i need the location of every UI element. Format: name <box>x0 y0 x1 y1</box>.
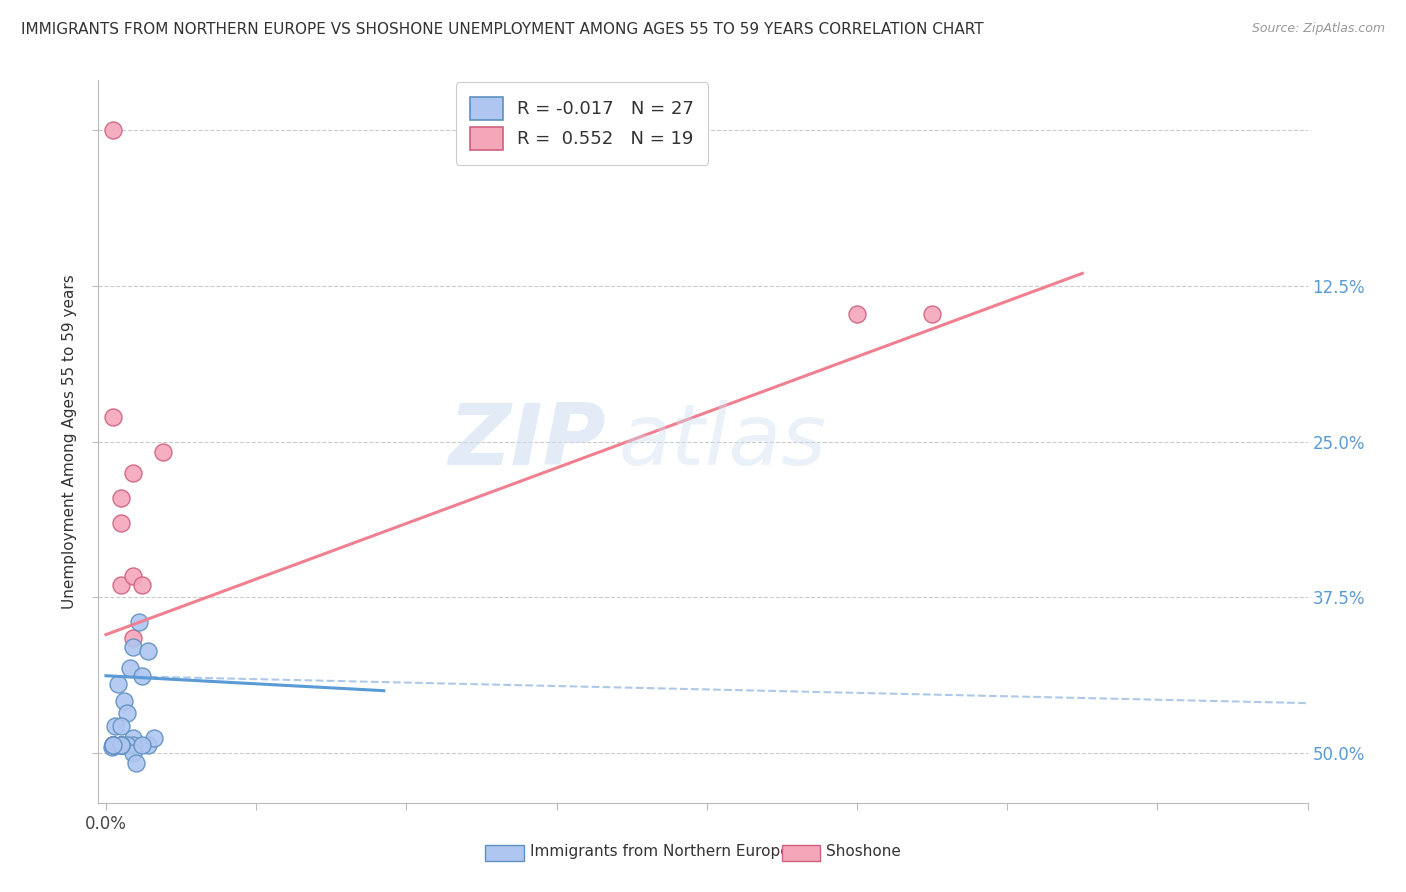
Point <box>110 739 132 753</box>
Point <box>110 578 132 592</box>
Point <box>122 746 145 760</box>
Point <box>131 578 153 592</box>
Text: Immigrants from Northern Europe: Immigrants from Northern Europe <box>530 845 790 859</box>
Point <box>128 615 150 630</box>
FancyBboxPatch shape <box>485 845 524 861</box>
Point <box>112 693 135 707</box>
Point <box>103 739 125 753</box>
Point <box>110 491 132 505</box>
Point <box>103 739 125 753</box>
Point <box>122 731 145 745</box>
Point <box>136 739 159 753</box>
Point <box>103 739 125 753</box>
Point <box>122 569 145 583</box>
Point <box>143 731 166 745</box>
Point <box>131 669 153 683</box>
Point <box>131 739 153 753</box>
Point <box>104 718 127 732</box>
Point <box>103 123 125 137</box>
Point <box>115 739 138 753</box>
Point <box>110 739 132 753</box>
FancyBboxPatch shape <box>782 845 820 861</box>
Point <box>115 739 138 753</box>
Legend: R = -0.017   N = 27, R =  0.552   N = 19: R = -0.017 N = 27, R = 0.552 N = 19 <box>456 82 709 165</box>
Point <box>136 644 159 658</box>
Point <box>103 739 125 753</box>
Point <box>122 632 145 646</box>
Point <box>921 308 943 322</box>
Point <box>122 739 145 753</box>
Point <box>103 739 125 753</box>
Point <box>122 640 145 654</box>
Point <box>110 516 132 530</box>
Text: Shoshone: Shoshone <box>827 845 901 859</box>
Point <box>103 409 125 424</box>
Point <box>110 739 132 753</box>
Text: Source: ZipAtlas.com: Source: ZipAtlas.com <box>1251 22 1385 36</box>
Point <box>122 466 145 480</box>
Point <box>115 739 138 753</box>
Point <box>118 661 141 675</box>
Point <box>110 739 132 753</box>
Y-axis label: Unemployment Among Ages 55 to 59 years: Unemployment Among Ages 55 to 59 years <box>62 274 77 609</box>
Point <box>846 308 869 322</box>
Point <box>103 739 125 753</box>
Point <box>125 756 148 770</box>
Point <box>152 444 174 458</box>
Point <box>101 739 124 754</box>
Text: atlas: atlas <box>619 400 827 483</box>
Point <box>110 718 132 732</box>
Point <box>103 739 125 753</box>
Text: ZIP: ZIP <box>449 400 606 483</box>
Text: IMMIGRANTS FROM NORTHERN EUROPE VS SHOSHONE UNEMPLOYMENT AMONG AGES 55 TO 59 YEA: IMMIGRANTS FROM NORTHERN EUROPE VS SHOSH… <box>21 22 984 37</box>
Point <box>115 739 138 753</box>
Point <box>107 677 129 691</box>
Point <box>115 706 138 720</box>
Point <box>103 739 125 753</box>
